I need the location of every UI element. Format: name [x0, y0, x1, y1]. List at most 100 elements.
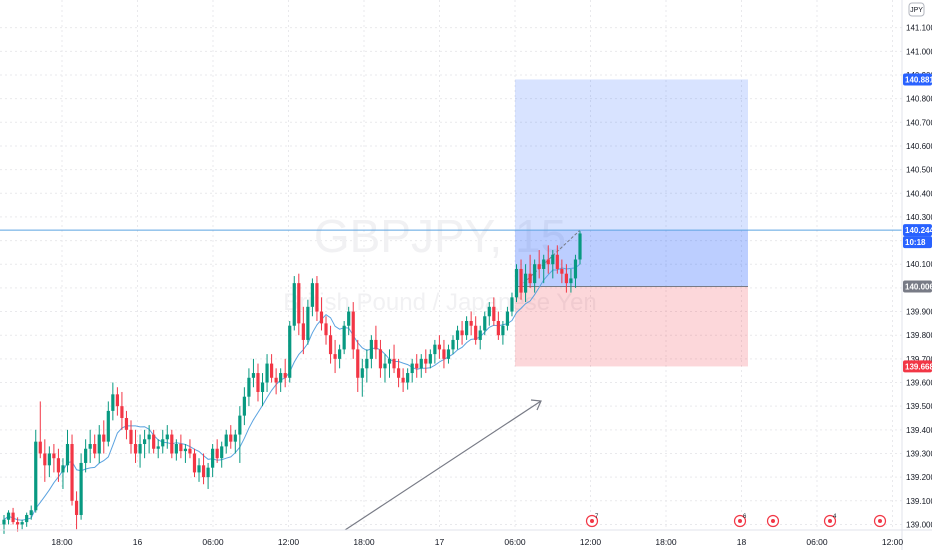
y-tick-label: 139.400: [906, 426, 932, 435]
long-position-tool[interactable]: [515, 79, 748, 367]
candle-down: [319, 311, 324, 324]
candle-down: [215, 448, 219, 459]
candle-down: [124, 417, 129, 430]
candle-down: [392, 358, 396, 369]
candle-down: [474, 325, 478, 340]
y-tick-label: 140.300: [906, 213, 932, 222]
candle-up: [183, 448, 188, 452]
economic-events[interactable]: 7 6 4: [585, 514, 887, 528]
candle-down: [496, 321, 500, 336]
candle-up: [61, 465, 65, 473]
candle-down: [297, 283, 301, 324]
event-count: 4: [833, 514, 837, 520]
currency-label: JPY: [910, 7, 923, 14]
x-tick-label: 12:00: [580, 537, 602, 547]
candle-up: [347, 311, 351, 326]
currency-icon: JPY: [908, 2, 925, 17]
target-price-tag: [903, 73, 932, 86]
candle-down: [442, 349, 446, 359]
candle-down: [269, 363, 274, 378]
candle-up: [387, 358, 392, 364]
candle-down: [396, 368, 401, 378]
y-tick-label: 139.200: [906, 473, 932, 482]
x-tick-label: 06:00: [806, 537, 828, 547]
candle-up: [478, 330, 482, 340]
candle-up: [360, 368, 364, 378]
event-count: 6: [743, 514, 747, 520]
candle-down: [492, 306, 496, 322]
chart-grid: [0, 0, 902, 530]
event-dot: [771, 519, 775, 523]
y-tick-label: 139.900: [906, 308, 932, 317]
candle-up: [106, 410, 110, 442]
candle-up: [165, 434, 169, 440]
x-tick-label: 12:00: [278, 537, 300, 547]
event-dot: [828, 519, 832, 523]
candle-up: [310, 283, 315, 307]
candle-down: [301, 323, 305, 340]
candle-up: [6, 512, 11, 520]
candle-up: [338, 349, 342, 359]
candle-up: [88, 444, 92, 449]
candle-down: [356, 349, 360, 378]
candle-up: [279, 373, 283, 383]
x-tick-label: 18: [737, 537, 747, 547]
candle-down: [192, 453, 197, 473]
candle-down: [519, 268, 523, 293]
y-tick-label: 140.700: [906, 118, 932, 127]
candle-up: [288, 325, 292, 378]
trend-arrow[interactable]: [344, 399, 542, 531]
current-price-tag-text: 140.244: [905, 226, 932, 235]
candle-up: [465, 321, 469, 336]
y-tick-label: 140.500: [906, 166, 932, 175]
candle-down: [152, 434, 156, 449]
price-axis[interactable]: [902, 0, 932, 550]
candle-down: [437, 344, 442, 350]
candle-up: [97, 434, 101, 454]
candle-down: [374, 339, 378, 350]
y-axis-ticks: 141.100141.000140.900140.800140.700140.6…: [906, 24, 932, 530]
candle-down: [415, 363, 419, 369]
candle-up: [174, 444, 178, 454]
candle-down: [102, 434, 106, 442]
candle-up: [505, 311, 510, 326]
countdown-tag: [903, 236, 932, 249]
candle-down: [424, 358, 428, 364]
candle-up: [383, 363, 387, 369]
moving-average-line: [3, 263, 581, 521]
candle-down: [120, 406, 124, 418]
candle-down: [52, 453, 56, 459]
candle-up: [147, 434, 151, 440]
y-tick-label: 140.100: [906, 260, 932, 269]
stop-price-tag: [903, 360, 932, 373]
candle-up: [65, 444, 70, 466]
candle-up: [501, 325, 505, 336]
candle-down: [324, 323, 328, 336]
candle-up: [220, 446, 224, 459]
event-count: 7: [595, 514, 599, 520]
y-tick-label: 139.800: [906, 331, 932, 340]
loss-zone: [515, 286, 748, 367]
x-tick-label: 18:00: [51, 537, 73, 547]
candle-down: [74, 500, 79, 515]
candle-up: [206, 467, 210, 478]
x-tick-label: 06:00: [504, 537, 526, 547]
candle-down: [201, 465, 206, 478]
candle-down: [38, 441, 42, 454]
x-tick-label: 06:00: [202, 537, 224, 547]
y-tick-label: 139.300: [906, 449, 932, 458]
x-tick-label: 16: [133, 537, 143, 547]
candle-up: [242, 396, 246, 416]
candle-up: [369, 339, 373, 359]
candle-up: [20, 522, 24, 525]
candle-up: [510, 297, 514, 312]
candle-down: [351, 311, 355, 350]
candle-up: [292, 283, 296, 326]
candle-up: [138, 444, 142, 454]
candle-down: [70, 444, 74, 501]
candle-down: [56, 458, 61, 473]
candle-up: [34, 441, 38, 511]
candle-up: [551, 254, 555, 265]
candle-down: [43, 453, 47, 466]
